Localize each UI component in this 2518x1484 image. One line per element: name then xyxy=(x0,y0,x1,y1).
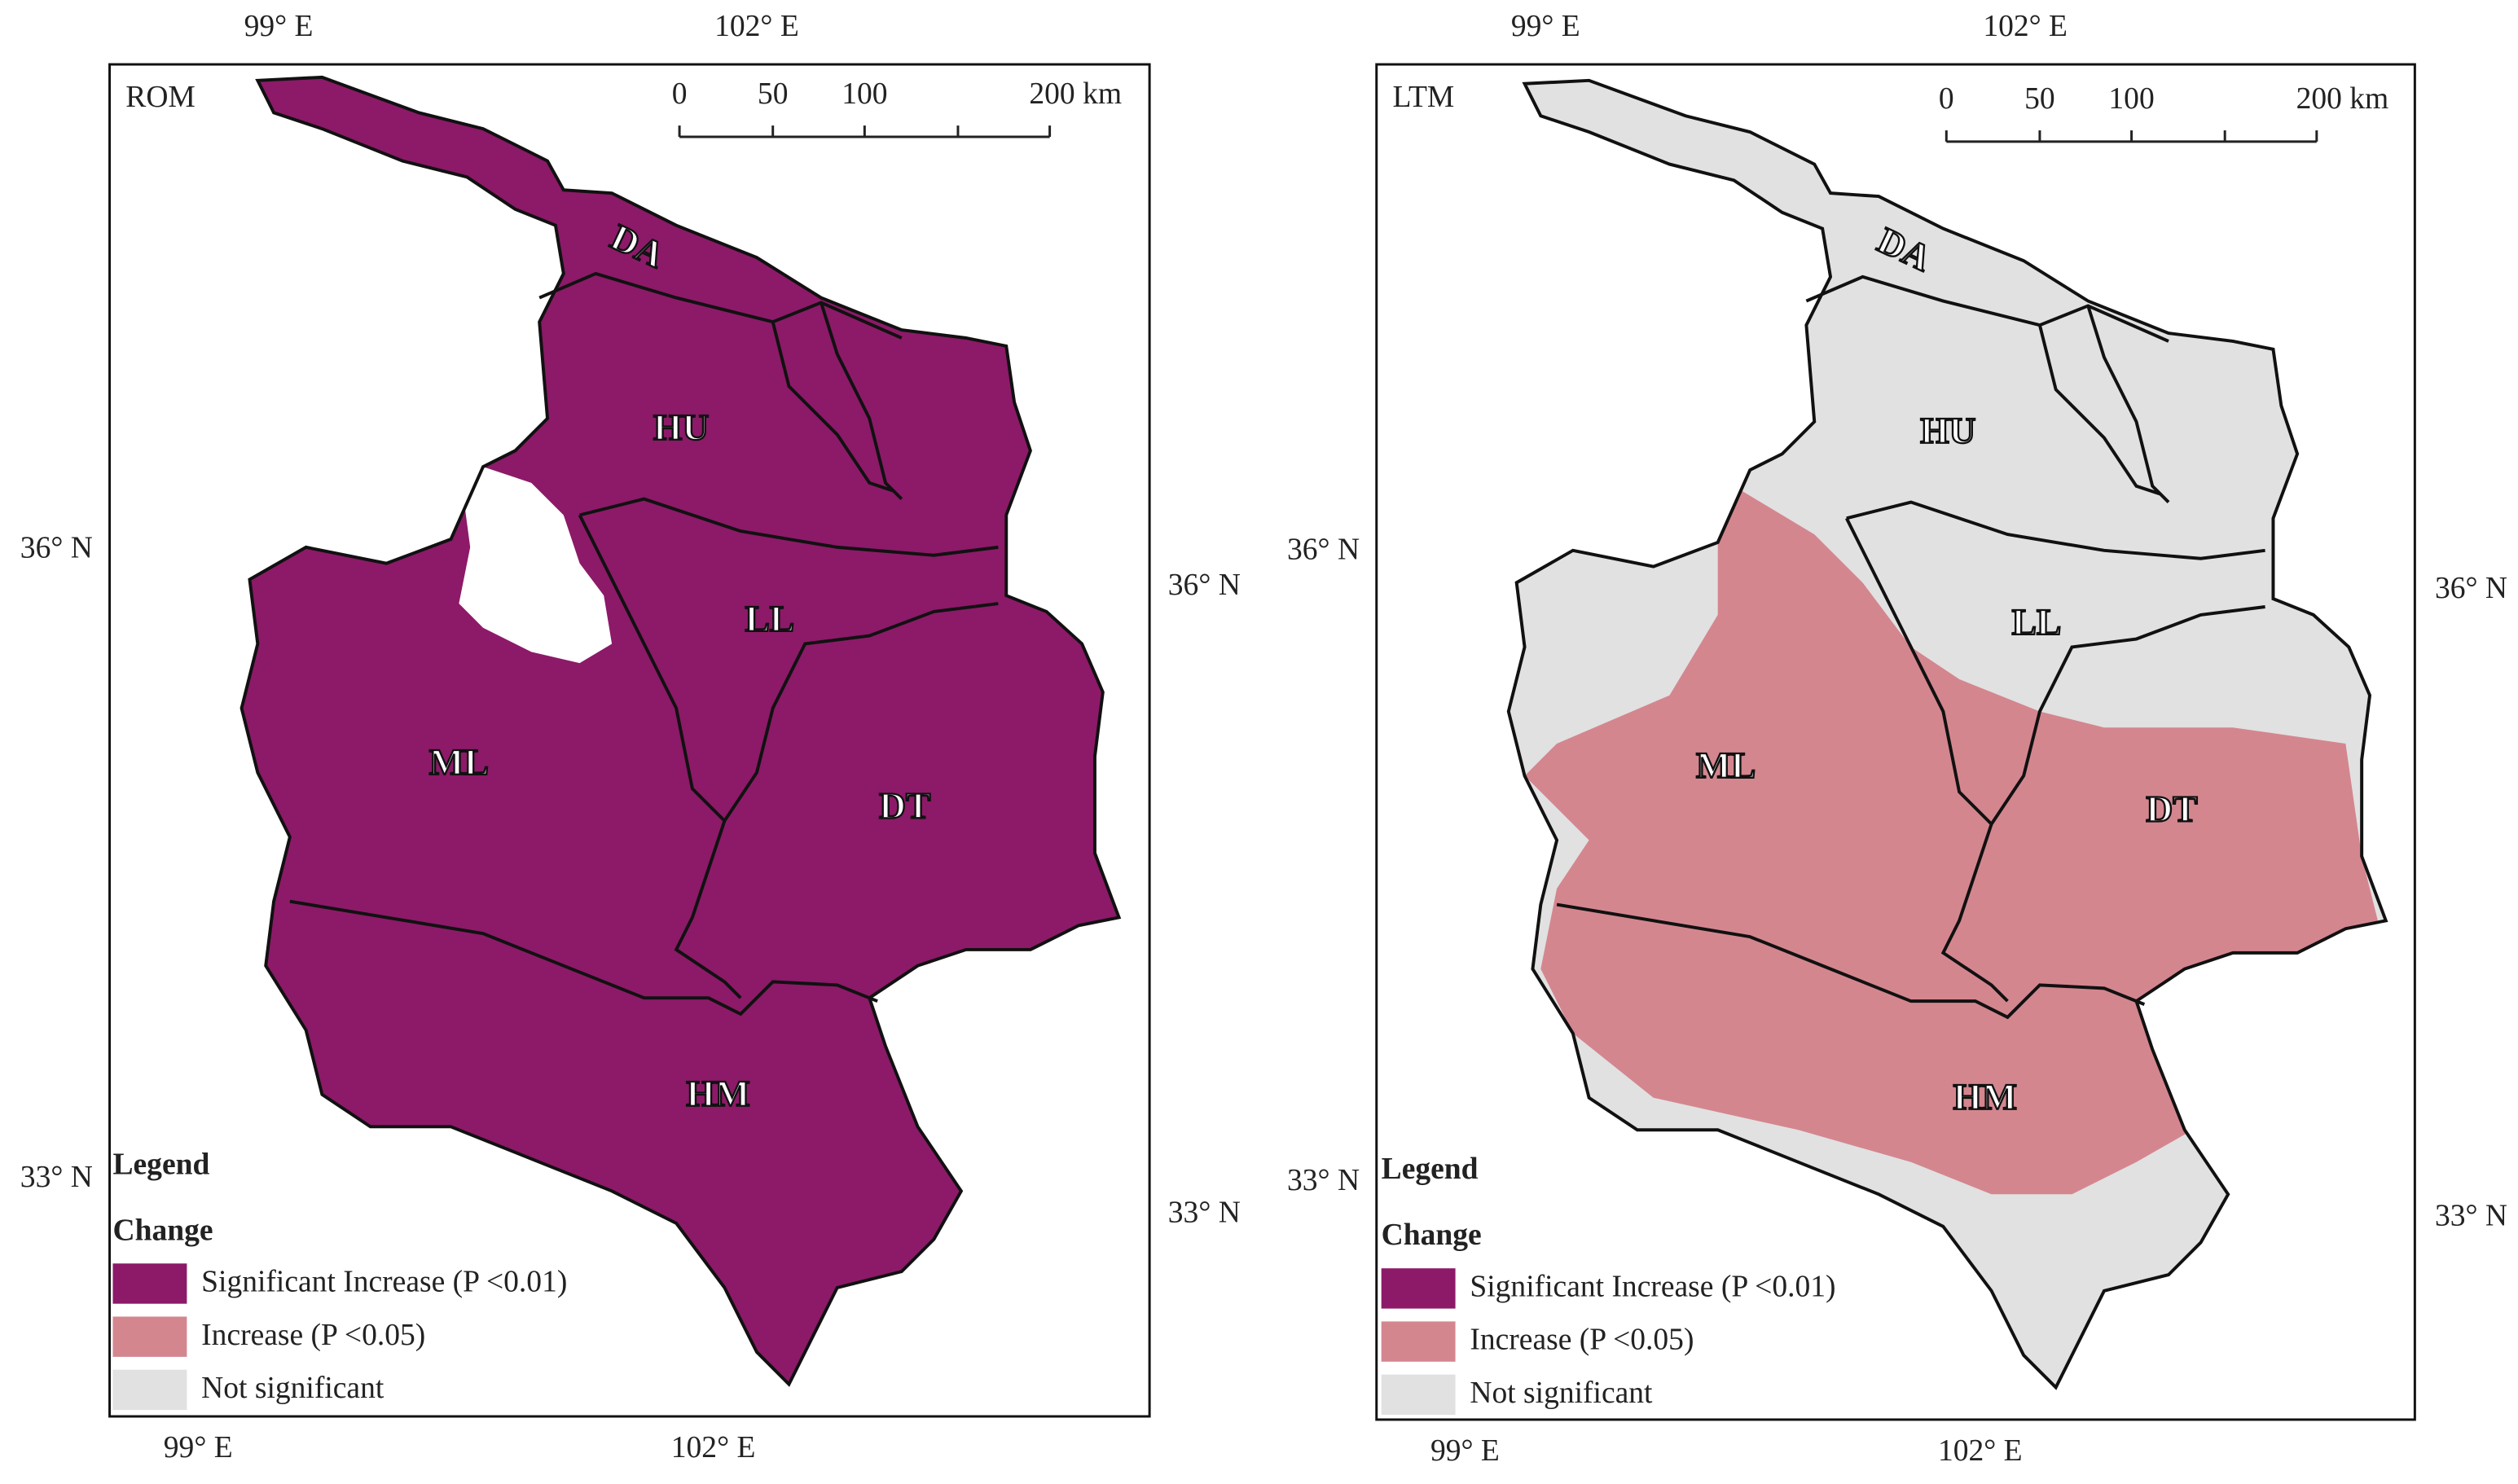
longitude-label: 102° E xyxy=(1983,10,2068,43)
legend-swatch xyxy=(112,1316,187,1357)
region-label: LL xyxy=(2012,601,2062,643)
panel-label: ROM xyxy=(125,81,196,114)
legend-title: Legend xyxy=(112,1148,209,1181)
latitude-label: 33° N xyxy=(2435,1200,2507,1233)
region-label: HM xyxy=(686,1073,749,1114)
scale-label: 100 xyxy=(2108,82,2154,116)
region-label: ML xyxy=(429,741,489,783)
region-label: DT xyxy=(2146,788,2197,829)
scale-label: 0 xyxy=(1939,82,1954,116)
scale-bar xyxy=(1945,130,2318,143)
longitude-label: 99° E xyxy=(1430,1434,1500,1468)
scale-label: 200 km xyxy=(2296,82,2389,116)
legend-label: Increase (P <0.05) xyxy=(1470,1324,1694,1357)
longitude-label: 99° E xyxy=(244,10,314,43)
longitude-label: 99° E xyxy=(164,1431,233,1464)
region-label: LL xyxy=(745,598,794,639)
latitude-label: 33° N xyxy=(1287,1164,1360,1197)
legend-title: Legend xyxy=(1382,1153,1479,1186)
longitude-label: 102° E xyxy=(671,1431,756,1464)
scale-label: 100 xyxy=(842,77,887,111)
legend-swatch xyxy=(1381,1321,1456,1362)
scale-bar xyxy=(678,125,1052,138)
panel-rom: ROM 99° E 102° E 99° E 102° E 36° N 33° … xyxy=(20,10,1241,1464)
panel-ltm: LTM 99° E 102° E 99° E 102° E 36° N 33° … xyxy=(1287,10,2507,1468)
legend-label: Not significant xyxy=(1470,1376,1653,1410)
longitude-label: 102° E xyxy=(1938,1434,2023,1468)
region-label: HM xyxy=(1953,1076,2017,1117)
region-label: ML xyxy=(1696,744,1756,786)
legend-label: Significant Increase (P <0.01) xyxy=(1470,1270,1835,1303)
legend-swatch xyxy=(1381,1268,1456,1309)
latitude-label: 36° N xyxy=(1168,569,1241,602)
legend-label: Significant Increase (P <0.01) xyxy=(201,1266,567,1299)
scale-label: 50 xyxy=(758,77,789,111)
legend-subtitle: Change xyxy=(112,1214,213,1247)
region-label: HU xyxy=(653,406,709,448)
scale-label: 200 km xyxy=(1029,77,1122,111)
scale-label: 50 xyxy=(2024,82,2055,116)
legend-label: Increase (P <0.05) xyxy=(201,1319,425,1352)
legend-label: Not significant xyxy=(201,1372,385,1405)
latitude-label: 36° N xyxy=(2435,572,2507,605)
legend-swatch xyxy=(112,1369,187,1411)
latitude-label: 36° N xyxy=(20,531,93,564)
legend-subtitle: Change xyxy=(1382,1218,1482,1252)
latitude-label: 33° N xyxy=(1168,1196,1241,1230)
scale-label: 0 xyxy=(672,77,688,111)
panel-label: LTM xyxy=(1393,81,1455,114)
legend-swatch xyxy=(112,1263,187,1304)
region-label: DT xyxy=(879,784,930,826)
latitude-label: 33° N xyxy=(20,1161,93,1194)
longitude-label: 102° E xyxy=(714,10,799,43)
longitude-label: 99° E xyxy=(1511,10,1580,43)
latitude-label: 36° N xyxy=(1287,533,1360,566)
increase-area xyxy=(1524,485,2378,1195)
legend-swatch xyxy=(1381,1374,1456,1416)
region-label: HU xyxy=(1920,410,1975,451)
